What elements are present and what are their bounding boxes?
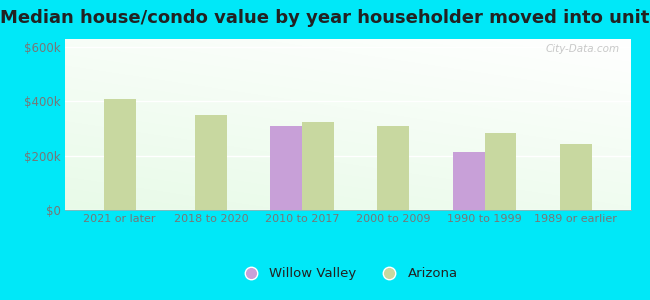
Bar: [378, 126, 410, 210]
Bar: [484, 133, 517, 210]
Text: Median house/condo value by year householder moved into unit: Median house/condo value by year househo…: [0, 9, 650, 27]
Bar: [270, 126, 302, 210]
Bar: [560, 143, 592, 210]
Text: City-Data.com: City-Data.com: [545, 44, 619, 54]
Legend: Willow Valley, Arizona: Willow Valley, Arizona: [232, 262, 463, 286]
Bar: [104, 99, 136, 210]
Bar: [452, 152, 484, 210]
Bar: [302, 122, 334, 210]
Bar: [195, 115, 227, 210]
